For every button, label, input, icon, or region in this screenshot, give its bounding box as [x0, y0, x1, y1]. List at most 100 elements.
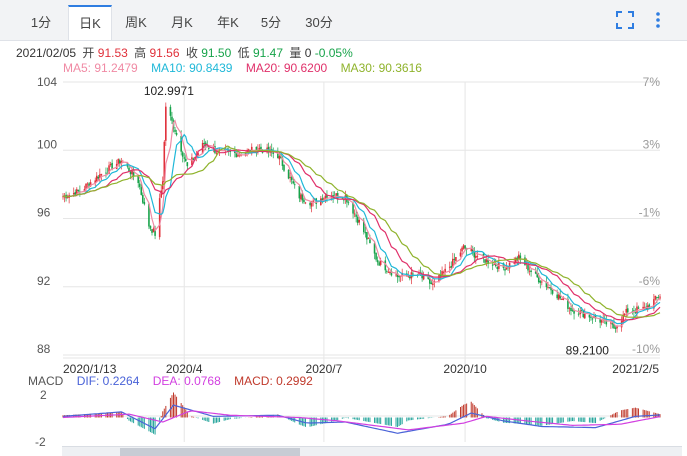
period-tab-bar: 1分 日K 周K 月K 年K 5分 30分	[0, 0, 687, 41]
candle-body	[117, 159, 120, 165]
candle-body	[577, 313, 580, 315]
candle-body	[620, 321, 623, 328]
tab-monthly-k[interactable]: 月K	[171, 15, 193, 30]
candle-body	[353, 213, 356, 215]
candle-body	[386, 270, 388, 272]
high-value: 91.56	[149, 46, 180, 60]
candle-body	[97, 176, 100, 179]
y-tick-label-pct: -6%	[639, 274, 661, 288]
candle-body	[180, 136, 182, 152]
candle-body	[448, 266, 451, 268]
candle-body	[278, 156, 281, 160]
candle-body	[438, 275, 440, 282]
ma-legend: MA5: 91.2479 MA10: 90.8439 MA20: 90.6200…	[63, 61, 432, 75]
candle-body	[369, 239, 371, 244]
candle-body	[625, 308, 628, 313]
candle-body	[375, 252, 377, 260]
candle-body	[207, 148, 210, 149]
x-tick-label: 2021/2/5	[612, 362, 659, 376]
candle-body	[514, 257, 517, 264]
candle-body	[459, 252, 462, 257]
candle-body	[634, 312, 637, 313]
candle-body	[204, 142, 207, 145]
candle-body	[301, 193, 304, 201]
candle-body	[588, 314, 591, 318]
open-value: 91.53	[97, 46, 128, 60]
candle-body	[379, 260, 382, 265]
candle-body	[320, 198, 322, 206]
candle-body	[356, 217, 359, 223]
candle-body	[473, 250, 476, 258]
candle-body	[505, 266, 508, 270]
fullscreen-icon[interactable]	[615, 10, 635, 30]
ma30-legend: MA30: 90.3616	[340, 61, 422, 75]
candle-body	[439, 275, 442, 277]
candle-body	[347, 202, 350, 204]
candle-body	[129, 171, 132, 175]
high-label: 高	[134, 46, 147, 60]
candle-body	[326, 194, 328, 198]
candle-body	[89, 182, 92, 187]
candle-body	[409, 276, 411, 279]
info-date: 2021/02/05	[16, 46, 77, 60]
candle-body	[120, 161, 123, 164]
low-value: 91.47	[252, 46, 283, 60]
candle-body	[324, 195, 327, 199]
candle-body	[657, 297, 660, 298]
candle-body	[128, 167, 130, 172]
candle-body	[131, 169, 133, 175]
candle-body	[355, 214, 357, 217]
tab-yearly-k[interactable]: 年K	[217, 15, 239, 30]
candle-body	[336, 193, 339, 199]
candle-body	[590, 317, 592, 318]
candle-body	[442, 272, 445, 273]
candle-body	[298, 185, 301, 199]
candle-body	[570, 307, 572, 312]
candle-body	[358, 219, 360, 223]
ma20-line	[62, 143, 661, 321]
candle-body	[258, 147, 261, 150]
candle-body	[654, 295, 657, 300]
candle-body	[530, 270, 532, 273]
candle-body	[160, 190, 163, 198]
candle-body	[441, 271, 443, 278]
candle-body	[519, 255, 522, 259]
candle-body	[323, 198, 325, 200]
candle-body	[550, 286, 552, 291]
vertical-dots-icon[interactable]	[648, 10, 668, 30]
tab-weekly-k[interactable]: 周K	[125, 15, 147, 30]
scrollbar-thumb[interactable]	[120, 448, 300, 456]
candle-body	[363, 220, 365, 233]
tab-5min[interactable]: 5分	[260, 15, 282, 30]
tab-1min[interactable]: 1分	[30, 15, 52, 30]
candle-body	[138, 183, 141, 187]
y-tick-label: 100	[37, 137, 57, 151]
candle-body	[396, 273, 399, 277]
candle-body	[151, 229, 153, 233]
y-tick-label-pct: 3%	[643, 137, 661, 151]
candle-body	[633, 310, 635, 312]
candle-body	[556, 294, 558, 299]
candle-body	[197, 152, 199, 156]
macd-legend: MACD DIF: 0.2264 DEA: 0.0768 MACD: 0.299…	[28, 374, 323, 388]
candle-body	[407, 276, 410, 277]
candle-body	[290, 177, 293, 181]
candle-body	[551, 289, 554, 294]
chart-scrollbar[interactable]	[62, 446, 682, 456]
candle-body	[541, 281, 543, 283]
ma30-line	[62, 145, 661, 319]
candle-body	[366, 232, 368, 240]
candle-body	[560, 299, 563, 300]
tab-30min[interactable]: 30分	[305, 15, 333, 30]
candle-body	[184, 158, 187, 162]
tab-daily-k[interactable]: 日K	[68, 5, 112, 40]
candle-body	[95, 175, 98, 182]
candle-body	[583, 313, 586, 319]
candle-body	[389, 272, 391, 274]
candle-body	[484, 259, 486, 263]
candle-body	[240, 155, 242, 156]
candle-body	[100, 173, 103, 176]
candle-body	[352, 202, 354, 214]
macd-title: MACD	[28, 374, 64, 388]
